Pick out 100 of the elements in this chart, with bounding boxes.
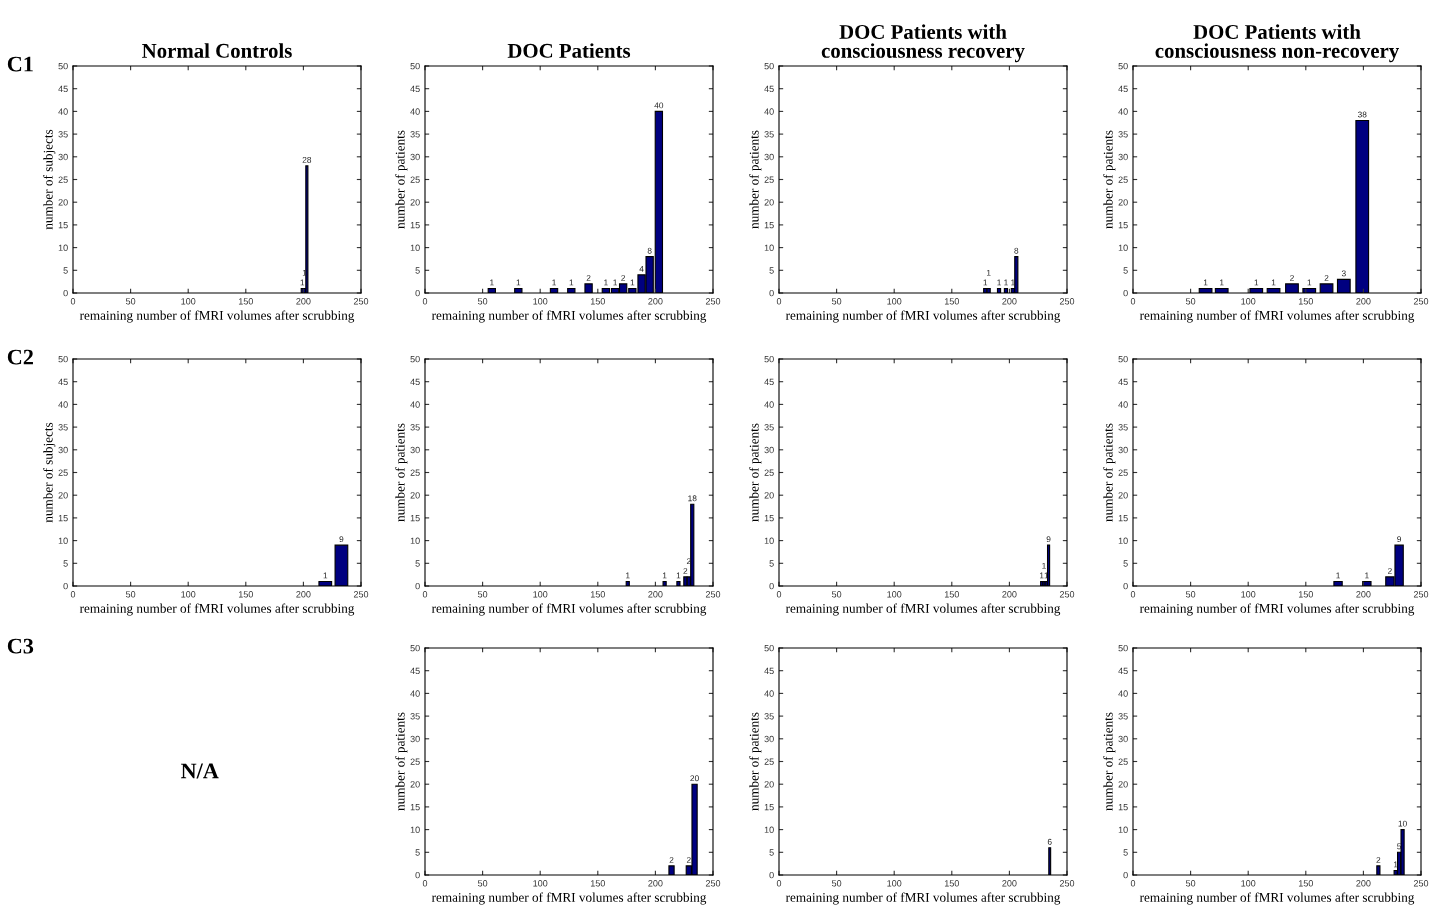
y-tick-label: 35	[764, 424, 774, 431]
y-tick-label: 25	[1118, 469, 1128, 476]
y-tick-label: 15	[410, 221, 420, 229]
y-tick-label: 15	[764, 514, 774, 522]
data-label: 1	[490, 279, 494, 286]
y-tick-label: 5	[1123, 849, 1128, 856]
x-tick-label: 150	[590, 591, 605, 598]
x-tick-label: 50	[831, 880, 842, 887]
x-tick-label: 100	[1241, 880, 1256, 887]
y-tick-label: 20	[410, 492, 420, 499]
y-tick-label: 50	[410, 644, 420, 652]
data-label: 1	[1365, 572, 1369, 579]
y-tick-label: 30	[764, 153, 774, 161]
y-tick-label: 0	[1123, 582, 1128, 590]
x-tick-label: 50	[125, 298, 136, 305]
data-label: 1	[552, 279, 556, 286]
y-tick-label: 0	[1123, 871, 1128, 879]
x-tick-label: 200	[648, 591, 663, 598]
y-tick-label: 5	[63, 560, 68, 567]
x-tick-label: 200	[1002, 880, 1017, 887]
y-tick-label: 20	[764, 781, 774, 788]
y-tick-label: 10	[764, 537, 774, 544]
y-tick-label: 45	[764, 378, 774, 386]
x-tick-label: 200	[1002, 298, 1017, 305]
data-label: 1	[1220, 279, 1224, 286]
y-tick-label: 0	[1123, 289, 1128, 297]
data-label: 10	[1398, 820, 1407, 827]
x-tick-label: 150	[944, 298, 959, 305]
data-label: 2	[686, 856, 691, 863]
y-tick-label: 40	[58, 401, 68, 408]
x-tick-label: 250	[705, 591, 721, 598]
y-axis-title: number of patients	[749, 423, 762, 522]
data-label: 1	[626, 572, 630, 579]
data-label: 8	[647, 247, 652, 254]
x-axis-title: remaining number of fMRI volumes after scrubbing	[1139, 310, 1415, 323]
y-axis-title: number of patients	[749, 130, 762, 229]
y-tick-label: 20	[764, 199, 774, 206]
y-tick-label: 25	[764, 758, 774, 765]
x-tick-label: 50	[831, 591, 842, 598]
x-tick-label: 0	[776, 880, 782, 887]
data-label: 2	[1376, 856, 1381, 863]
data-label: 20	[690, 775, 699, 782]
x-tick-label: 200	[1356, 880, 1371, 887]
data-label: 1	[323, 572, 328, 579]
x-tick-label: 250	[1413, 880, 1429, 887]
x-tick-label: 50	[1185, 880, 1196, 887]
x-tick-label: 150	[944, 880, 959, 887]
y-tick-label: 30	[410, 153, 420, 161]
x-tick-label: 150	[590, 298, 605, 305]
y-tick-label: 40	[764, 401, 774, 408]
y-tick-label: 5	[769, 267, 774, 274]
data-label: 28	[302, 156, 312, 163]
y-tick-label: 15	[58, 221, 68, 229]
data-label: 9	[1046, 536, 1051, 543]
text: N/A	[181, 763, 219, 779]
y-tick-label: 20	[764, 492, 774, 499]
y-axis-title: number of subjects	[43, 422, 56, 523]
data-label: 1	[1039, 572, 1044, 579]
data-label: 1	[604, 279, 608, 286]
x-tick-label: 50	[477, 591, 488, 598]
x-tick-label: 250	[1413, 298, 1429, 305]
x-tick-label: 0	[70, 591, 76, 598]
y-tick-label: 50	[1118, 644, 1128, 652]
data-label: 1	[1336, 572, 1340, 579]
data-label: 2	[683, 567, 688, 574]
y-tick-label: 0	[415, 582, 420, 590]
y-tick-label: 25	[58, 176, 68, 183]
x-tick-label: 250	[1059, 298, 1075, 305]
x-axis-title: remaining number of fMRI volumes after scrubbing	[79, 310, 355, 323]
data-label: 2	[669, 856, 674, 863]
x-axis-title: remaining number of fMRI volumes after scrubbing	[785, 310, 1061, 323]
data-label: 1	[300, 279, 305, 286]
x-tick-label: 200	[648, 880, 663, 887]
y-tick-label: 30	[58, 153, 68, 161]
y-tick-label: 50	[764, 355, 774, 363]
x-tick-label: 150	[238, 298, 253, 305]
y-tick-label: 50	[1118, 62, 1128, 70]
y-tick-label: 0	[63, 289, 68, 297]
x-tick-label: 0	[776, 298, 782, 305]
data-label: 1	[662, 572, 667, 579]
y-tick-label: 10	[410, 244, 420, 251]
y-tick-label: 20	[410, 781, 420, 788]
data-label: 1	[1203, 279, 1208, 286]
data-label: 2	[1290, 274, 1294, 281]
data-label: 18	[688, 495, 697, 502]
chart-title: Normal Controls	[142, 43, 292, 58]
data-label: 1	[1004, 279, 1008, 286]
y-tick-label: 5	[769, 849, 774, 856]
y-axis-title: number of subjects	[43, 129, 56, 230]
data-label: 1	[997, 279, 1001, 286]
y-tick-label: 5	[415, 849, 420, 856]
y-tick-label: 10	[1118, 537, 1128, 544]
x-tick-label: 0	[1130, 591, 1136, 598]
x-tick-label: 0	[776, 591, 782, 598]
y-tick-label: 15	[410, 514, 420, 522]
y-tick-label: 50	[58, 355, 68, 363]
y-tick-label: 45	[1118, 378, 1128, 386]
data-label: 2	[1388, 567, 1392, 574]
y-tick-label: 10	[764, 244, 774, 251]
x-tick-label: 250	[705, 880, 721, 887]
